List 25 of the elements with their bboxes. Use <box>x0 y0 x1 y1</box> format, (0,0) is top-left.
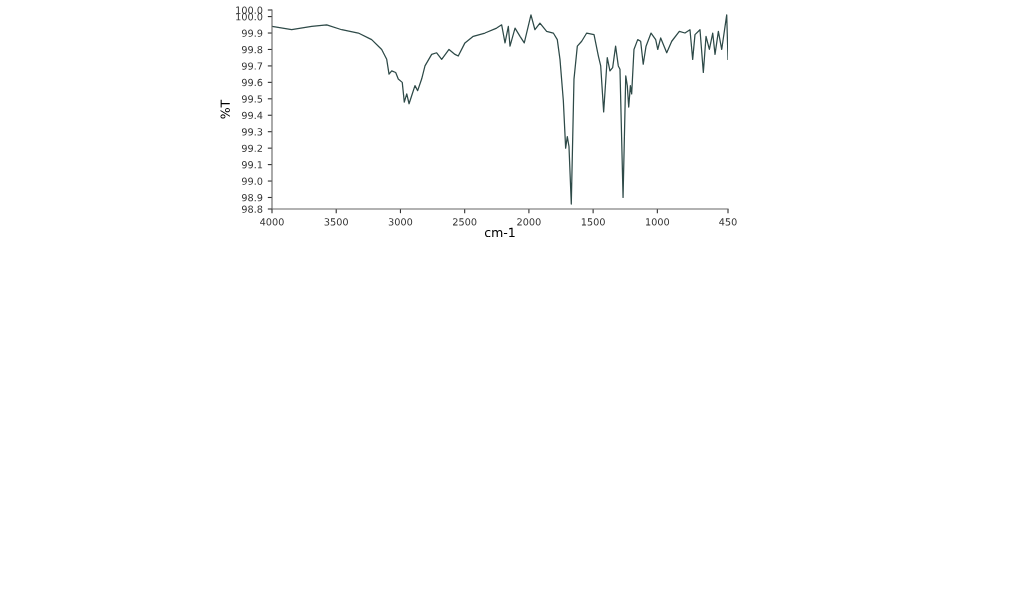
y-tick-label: 99.2 <box>241 144 262 152</box>
y-tick-label: 98.9 <box>241 193 263 202</box>
x-tick-label: 2000 <box>517 218 541 226</box>
x-tick-label: 3500 <box>324 218 348 226</box>
x-tick-label: 3000 <box>388 218 413 226</box>
y-tick-label: 99.0 <box>241 177 263 185</box>
y-tick-label: 99.9 <box>241 29 263 37</box>
y-tick-label: 99.3 <box>241 128 263 136</box>
x-tick-label: 1500 <box>581 218 605 226</box>
y-tick-label: 99.1 <box>241 161 263 169</box>
y-tick-label: 99.4 <box>241 111 263 120</box>
y-tick-label: 99.6 <box>241 78 263 87</box>
y-tick-label: 99.8 <box>241 45 263 54</box>
x-tick-label: 4000 <box>260 218 284 226</box>
x-tick-label: 1000 <box>646 218 670 226</box>
x-tick-label: 450 <box>719 218 737 226</box>
y-tick-label: 99.7 <box>241 62 263 70</box>
y-tick-label: 100.0 <box>236 6 263 14</box>
y-tick-label: 99.5 <box>241 95 263 103</box>
line-series <box>272 14 728 205</box>
y-tick-label: 98.8 <box>241 205 263 213</box>
y-axis-title: %T <box>220 99 230 119</box>
x-tick-label: 2500 <box>453 218 477 226</box>
x-axis-title: cm-1 <box>484 227 515 238</box>
y-tick-label: 100.0 <box>236 13 263 21</box>
